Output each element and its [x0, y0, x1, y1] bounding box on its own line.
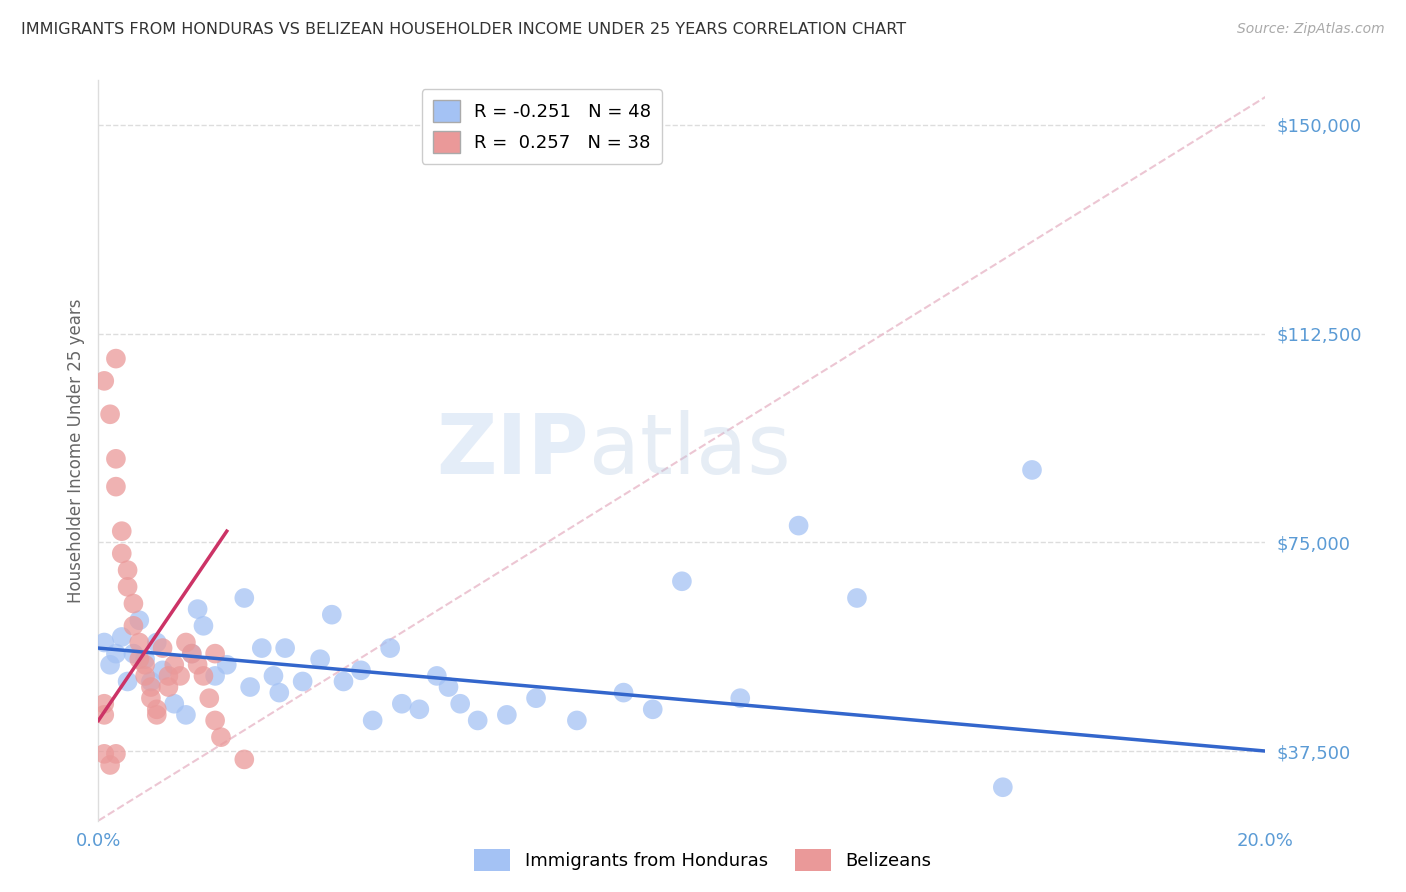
- Point: [274, 641, 297, 656]
- Point: [111, 546, 134, 560]
- Point: [134, 657, 156, 672]
- Point: [1021, 463, 1043, 477]
- Point: [152, 664, 174, 678]
- Point: [139, 680, 162, 694]
- Point: [98, 657, 121, 672]
- Point: [157, 669, 180, 683]
- Point: [104, 351, 127, 366]
- Point: [163, 697, 186, 711]
- Point: [612, 685, 634, 699]
- Point: [180, 647, 202, 661]
- Point: [408, 702, 430, 716]
- Point: [524, 691, 547, 706]
- Point: [391, 697, 413, 711]
- Point: [152, 641, 174, 656]
- Point: [93, 374, 115, 388]
- Point: [350, 664, 373, 678]
- Point: [846, 591, 869, 605]
- Point: [233, 752, 256, 766]
- Point: [104, 480, 127, 494]
- Point: [209, 730, 232, 744]
- Point: [449, 697, 471, 711]
- Point: [104, 747, 127, 761]
- Point: [991, 780, 1014, 795]
- Point: [169, 669, 191, 683]
- Text: atlas: atlas: [589, 410, 790, 491]
- Point: [98, 407, 121, 421]
- Point: [117, 674, 139, 689]
- Point: [146, 635, 169, 649]
- Point: [250, 641, 273, 656]
- Point: [730, 691, 752, 706]
- Point: [180, 647, 202, 661]
- Point: [198, 691, 221, 706]
- Point: [332, 674, 354, 689]
- Legend: R = -0.251   N = 48, R =  0.257   N = 38: R = -0.251 N = 48, R = 0.257 N = 38: [422, 89, 662, 164]
- Point: [111, 524, 134, 538]
- Point: [146, 707, 169, 722]
- Point: [128, 652, 150, 666]
- Point: [187, 602, 209, 616]
- Point: [787, 518, 810, 533]
- Point: [128, 613, 150, 627]
- Point: [139, 674, 162, 689]
- Point: [321, 607, 343, 622]
- Point: [98, 758, 121, 772]
- Point: [117, 563, 139, 577]
- Point: [291, 674, 314, 689]
- Point: [146, 702, 169, 716]
- Point: [104, 451, 127, 466]
- Point: [139, 691, 162, 706]
- Point: [134, 652, 156, 666]
- Point: [496, 707, 519, 722]
- Point: [93, 635, 115, 649]
- Point: [163, 657, 186, 672]
- Point: [565, 714, 588, 728]
- Point: [104, 647, 127, 661]
- Text: Source: ZipAtlas.com: Source: ZipAtlas.com: [1237, 22, 1385, 37]
- Point: [204, 669, 226, 683]
- Text: ZIP: ZIP: [436, 410, 589, 491]
- Point: [426, 669, 449, 683]
- Point: [122, 647, 145, 661]
- Point: [128, 635, 150, 649]
- Legend: Immigrants from Honduras, Belizeans: Immigrants from Honduras, Belizeans: [467, 842, 939, 879]
- Point: [174, 635, 197, 649]
- Point: [93, 707, 115, 722]
- Point: [269, 685, 291, 699]
- Point: [437, 680, 460, 694]
- Point: [117, 580, 139, 594]
- Point: [239, 680, 262, 694]
- Text: IMMIGRANTS FROM HONDURAS VS BELIZEAN HOUSEHOLDER INCOME UNDER 25 YEARS CORRELATI: IMMIGRANTS FROM HONDURAS VS BELIZEAN HOU…: [21, 22, 907, 37]
- Point: [157, 680, 180, 694]
- Point: [641, 702, 664, 716]
- Point: [93, 697, 115, 711]
- Point: [93, 747, 115, 761]
- Point: [262, 669, 284, 683]
- Point: [204, 647, 226, 661]
- Point: [380, 641, 402, 656]
- Point: [134, 669, 156, 683]
- Point: [671, 574, 693, 589]
- Point: [233, 591, 256, 605]
- Point: [204, 714, 226, 728]
- Point: [122, 597, 145, 611]
- Y-axis label: Householder Income Under 25 years: Householder Income Under 25 years: [66, 298, 84, 603]
- Point: [467, 714, 489, 728]
- Point: [111, 630, 134, 644]
- Point: [215, 657, 238, 672]
- Point: [193, 619, 215, 633]
- Point: [174, 707, 197, 722]
- Point: [187, 657, 209, 672]
- Point: [361, 714, 384, 728]
- Point: [193, 669, 215, 683]
- Point: [122, 619, 145, 633]
- Point: [309, 652, 332, 666]
